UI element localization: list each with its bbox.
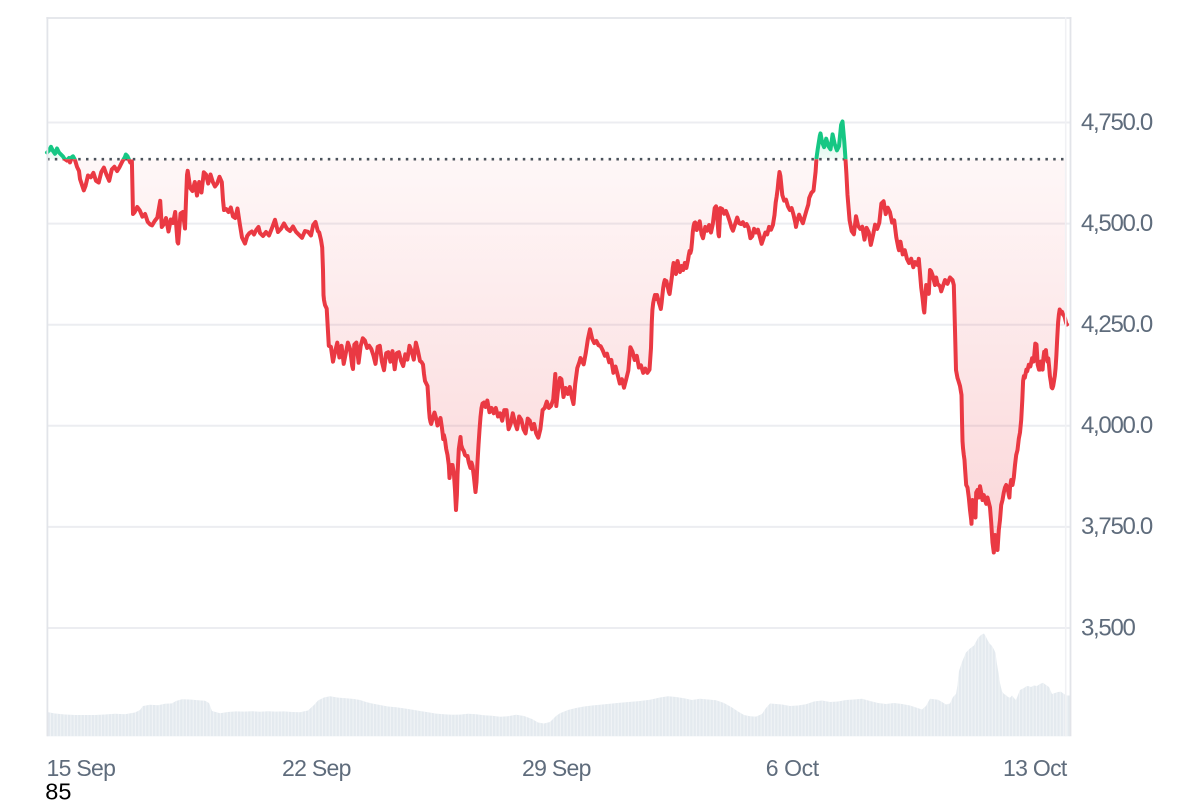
svg-text:13 Oct: 13 Oct (1003, 755, 1068, 781)
svg-text:3,500: 3,500 (1081, 614, 1136, 641)
svg-text:6 Oct: 6 Oct (766, 755, 820, 781)
svg-text:4,750.0: 4,750.0 (1081, 109, 1153, 136)
svg-text:15 Sep: 15 Sep (47, 755, 116, 781)
svg-text:29 Sep: 29 Sep (522, 755, 591, 781)
svg-text:22 Sep: 22 Sep (282, 755, 351, 781)
svg-text:4,500.0: 4,500.0 (1081, 210, 1153, 237)
svg-text:4,250.0: 4,250.0 (1081, 311, 1153, 338)
svg-text:3,750.0: 3,750.0 (1081, 513, 1153, 540)
svg-text:4,000.0: 4,000.0 (1081, 412, 1153, 439)
svg-text:85: 85 (45, 778, 71, 800)
